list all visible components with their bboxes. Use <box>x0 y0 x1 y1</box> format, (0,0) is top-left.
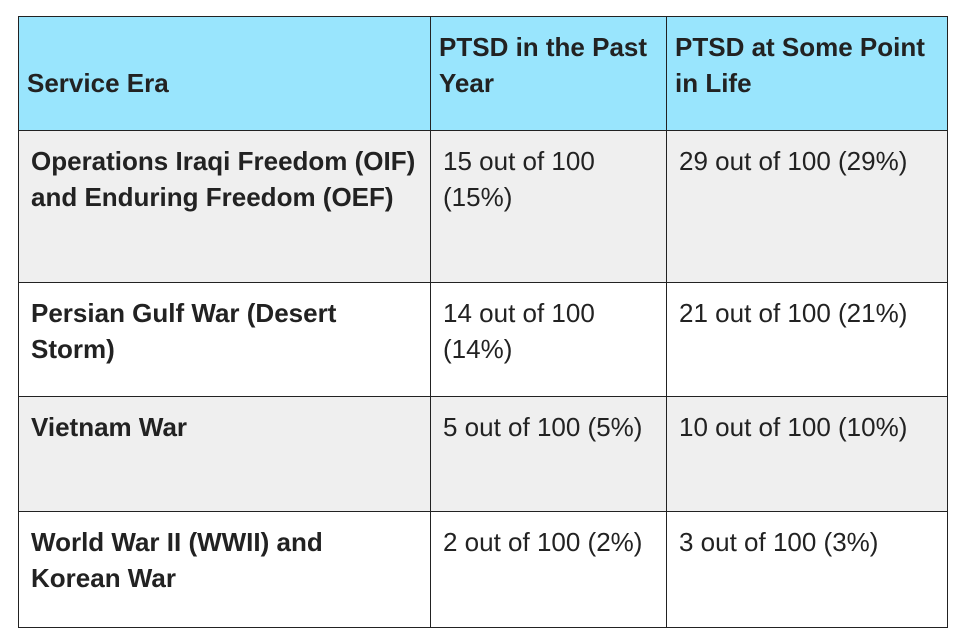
service-era-cell: Operations Iraqi Freedom (OIF) and Endur… <box>18 130 431 283</box>
past-year-cell: 15 out of 100 (15%) <box>430 130 667 283</box>
table-row: World War II (WWII) and Korean War 2 out… <box>18 511 948 628</box>
header-ptsd-past-year: PTSD in the Past Year <box>430 16 667 131</box>
service-era-cell: World War II (WWII) and Korean War <box>18 511 431 628</box>
header-ptsd-lifetime: PTSD at Some Point in Life <box>666 16 948 131</box>
past-year-cell: 5 out of 100 (5%) <box>430 396 667 512</box>
lifetime-cell: 3 out of 100 (3%) <box>666 511 948 628</box>
lifetime-cell: 29 out of 100 (29%) <box>666 130 948 283</box>
table-row: Operations Iraqi Freedom (OIF) and Endur… <box>18 130 948 283</box>
service-era-cell: Vietnam War <box>18 396 431 512</box>
lifetime-cell: 21 out of 100 (21%) <box>666 282 948 397</box>
ptsd-prevalence-table: Service Era PTSD in the Past Year PTSD a… <box>18 16 948 628</box>
past-year-cell: 14 out of 100 (14%) <box>430 282 667 397</box>
table-row: Persian Gulf War (Desert Storm) 14 out o… <box>18 282 948 397</box>
lifetime-cell: 10 out of 100 (10%) <box>666 396 948 512</box>
header-row: Service Era PTSD in the Past Year PTSD a… <box>18 16 948 131</box>
past-year-cell: 2 out of 100 (2%) <box>430 511 667 628</box>
table-row: Vietnam War 5 out of 100 (5%) 10 out of … <box>18 396 948 512</box>
service-era-cell: Persian Gulf War (Desert Storm) <box>18 282 431 397</box>
header-service-era: Service Era <box>18 16 431 131</box>
